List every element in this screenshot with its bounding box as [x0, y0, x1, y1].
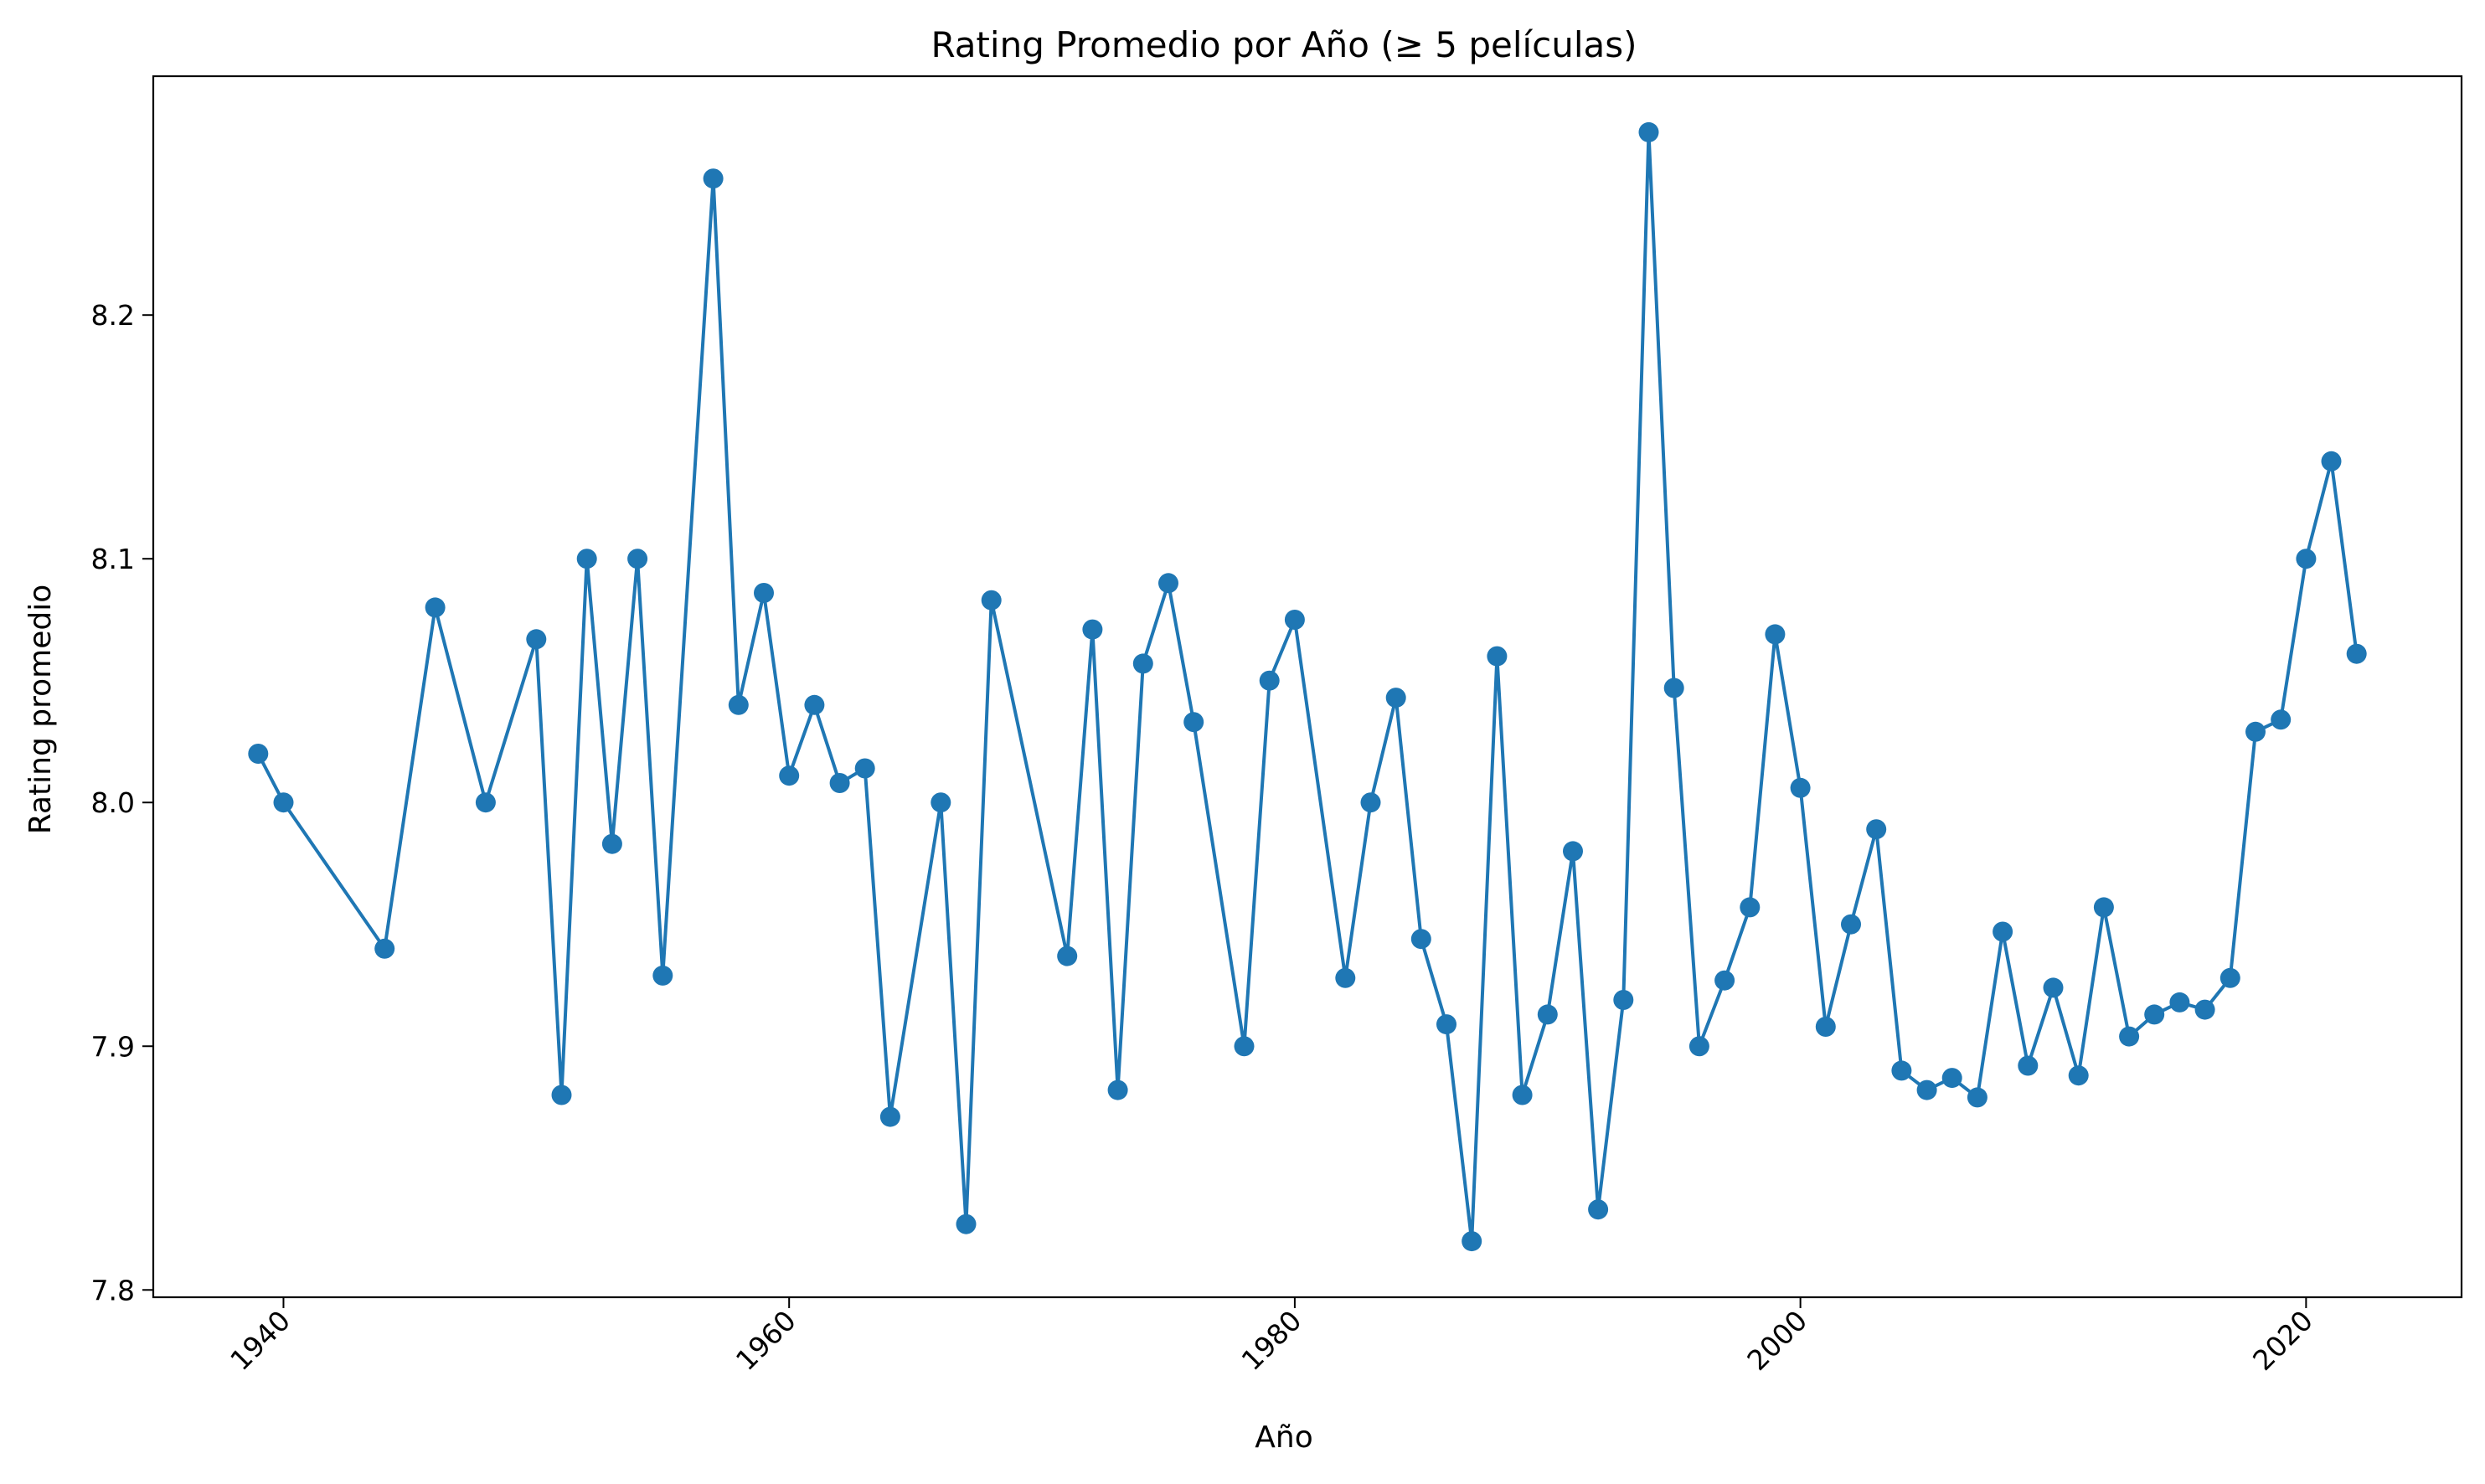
data-point — [1360, 792, 1381, 813]
data-point — [2043, 977, 2064, 998]
data-point — [2346, 643, 2367, 664]
y-tick-label: 8.2 — [91, 299, 135, 332]
data-point — [1487, 646, 1508, 667]
data-point — [728, 694, 749, 715]
data-point — [1688, 1036, 1709, 1057]
data-point — [551, 1085, 572, 1105]
data-point — [1916, 1080, 1937, 1100]
x-tick-label: 1940 — [224, 1304, 296, 1377]
data-point — [2271, 709, 2292, 730]
x-tick-label: 1960 — [730, 1304, 802, 1377]
data-point — [1537, 1004, 1558, 1025]
data-point — [2018, 1055, 2039, 1076]
data-point — [804, 694, 825, 715]
x-tick-label: 2000 — [1740, 1304, 1813, 1377]
data-point — [1638, 121, 1659, 142]
x-tick-label: 2020 — [2246, 1304, 2319, 1377]
data-series — [248, 121, 2367, 1252]
data-point — [1436, 1014, 1456, 1035]
data-point — [703, 168, 724, 189]
data-point — [1891, 1060, 1912, 1081]
x-tick-label: 1980 — [1235, 1304, 1308, 1377]
data-point — [2144, 1004, 2165, 1025]
data-point — [1815, 1017, 1836, 1037]
data-point — [576, 549, 597, 569]
data-point — [2068, 1065, 2089, 1086]
data-point — [2219, 967, 2240, 988]
data-point — [2093, 897, 2114, 918]
y-tick-label: 8.1 — [91, 543, 135, 575]
chart-title: Rating Promedio por Año (≥ 5 películas) — [931, 24, 1637, 65]
data-point — [1765, 624, 1786, 645]
data-point — [829, 773, 850, 793]
data-point — [2194, 999, 2215, 1020]
data-point — [1993, 921, 2013, 942]
data-point — [1512, 1085, 1533, 1105]
data-point — [1107, 1080, 1128, 1100]
data-point — [879, 1106, 900, 1127]
data-point — [1967, 1087, 1987, 1108]
data-point — [248, 744, 269, 764]
series-line — [256, 130, 2359, 1244]
data-point — [374, 938, 395, 959]
data-point — [1410, 929, 1431, 950]
y-tick-label: 7.9 — [91, 1030, 135, 1063]
data-point — [1385, 688, 1406, 709]
data-point — [754, 583, 774, 603]
data-point — [1663, 678, 1684, 698]
data-point — [1259, 670, 1280, 691]
data-point — [779, 765, 800, 786]
data-point — [1057, 946, 1078, 966]
data-point — [2296, 549, 2317, 569]
data-point — [2245, 721, 2266, 742]
data-point — [1790, 777, 1811, 798]
data-point — [1183, 712, 1204, 733]
data-point — [1866, 819, 1887, 840]
data-point — [1563, 841, 1583, 862]
y-tick-label: 7.8 — [91, 1274, 135, 1306]
x-axis-label: Año — [1255, 1420, 1312, 1455]
data-point — [425, 597, 446, 618]
data-point — [1284, 610, 1305, 630]
data-point — [273, 792, 294, 813]
data-point — [854, 758, 875, 779]
data-point — [956, 1213, 977, 1234]
data-point — [1941, 1068, 1962, 1089]
data-point — [475, 792, 496, 813]
y-axis-label: Rating promedio — [23, 585, 58, 835]
data-point — [931, 792, 951, 813]
data-point — [2321, 451, 2342, 471]
data-point — [1158, 573, 1178, 594]
data-point — [1613, 990, 1634, 1010]
data-point — [1462, 1231, 1482, 1252]
axis-ticks: 1940 1960 1980 2000 2020 7.8 7.9 8.0 8.1 8.2 — [91, 299, 2319, 1377]
data-point — [1588, 1199, 1609, 1220]
data-point — [601, 833, 622, 854]
data-point — [627, 549, 648, 569]
plot-frame — [152, 75, 2463, 1299]
data-point — [1132, 653, 1153, 674]
data-point — [981, 590, 1002, 611]
data-point — [1082, 619, 1103, 640]
data-point — [1740, 897, 1761, 918]
data-point — [1841, 914, 1861, 935]
data-point — [652, 965, 673, 986]
data-point — [1714, 970, 1735, 991]
data-point — [2169, 992, 2190, 1013]
data-point — [526, 629, 547, 650]
data-point — [2119, 1026, 2140, 1047]
y-tick-label: 8.0 — [91, 786, 135, 819]
data-point — [1234, 1036, 1255, 1057]
data-point — [1335, 967, 1356, 988]
